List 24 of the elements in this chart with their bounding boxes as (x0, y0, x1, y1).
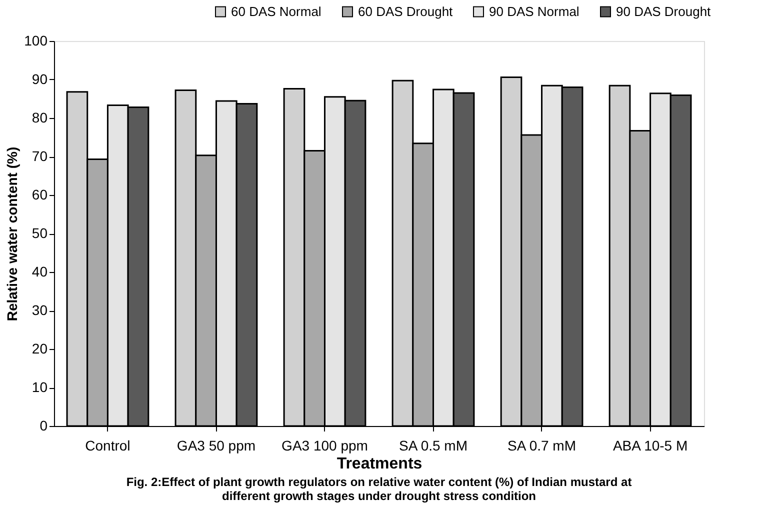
y-tick-label: 20 (32, 340, 48, 356)
y-tick-label: 10 (32, 379, 48, 395)
x-tick-label: SA 0.5 mM (399, 438, 468, 454)
x-tick-label: GA3 50 ppm (176, 438, 256, 454)
caption: Fig. 2:Effect of plant growth regulators on relative water content (%) of Indian mustard at different growth stages under drought stress condition (126, 475, 632, 503)
y-axis-title: Relative water content (%) (4, 146, 20, 322)
y-tick-label: 90 (32, 71, 48, 87)
y-tick-label: 0 (40, 418, 48, 434)
legend-label: 90 DAS Normal (489, 4, 580, 19)
y-tick-label: 50 (32, 225, 48, 241)
x-tick-label: GA3 100 ppm (282, 438, 368, 454)
x-tick-label: SA 0.7 mM (508, 438, 576, 454)
y-tick-label: 80 (32, 110, 48, 126)
legend-label: 60 DAS Drought (358, 4, 454, 19)
x-axis-title: Treatments (336, 456, 422, 472)
y-tick-label: 100 (24, 32, 48, 48)
y-tick-label: 70 (32, 148, 48, 164)
x-tick-label: Control (85, 438, 130, 454)
x-tick-label: ABA 10-5 M (612, 438, 688, 454)
y-tick-label: 40 (32, 264, 48, 280)
legend-label: 60 DAS Normal (231, 4, 322, 19)
y-tick-label: 60 (32, 186, 48, 202)
legend-label: 90 DAS Drought (616, 4, 712, 19)
y-tick-label: 30 (32, 302, 48, 318)
